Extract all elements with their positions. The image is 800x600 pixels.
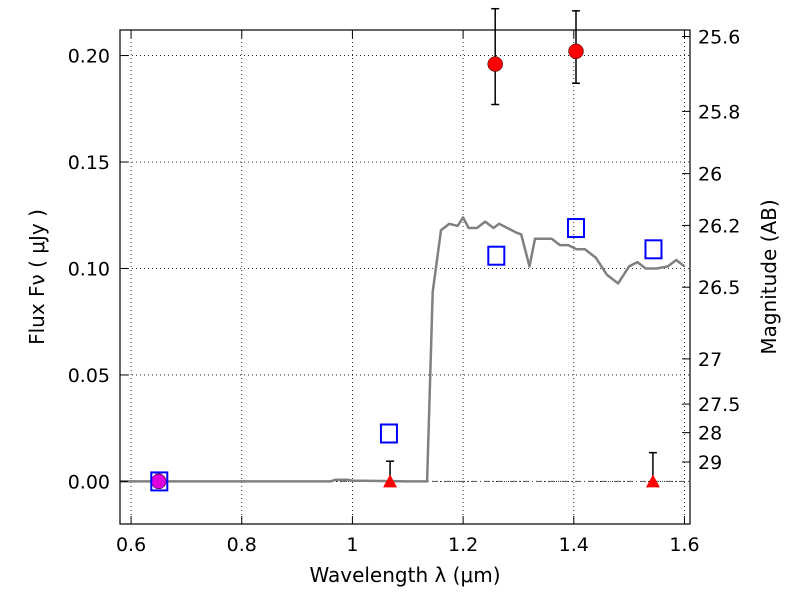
upper-limit-triangle: [645, 474, 660, 488]
plot-frame: [119, 29, 691, 525]
model-photometry-square: [567, 218, 585, 239]
data-layer: [120, 7, 686, 492]
x-tick-label: 0.8: [227, 534, 257, 556]
y2-tick-label: 29: [698, 452, 722, 474]
x-tick-label: 0.6: [116, 534, 146, 556]
y-axis-label: Flux Fν ( μJy ): [25, 209, 49, 345]
data-point-circle: [150, 473, 167, 490]
y2-tick-label: 26.2: [698, 215, 740, 237]
y2-tick-label: 25.8: [698, 101, 740, 123]
y-tick-label: 0.00: [68, 471, 110, 493]
y-tick-label: 0.15: [68, 152, 110, 174]
y2-tick-label: 25.6: [698, 27, 740, 49]
y2-tick-label: 28: [698, 423, 722, 445]
y2-tick-label: 26.5: [698, 277, 740, 299]
x-tick-label: 1.2: [448, 534, 478, 556]
model-photometry-square: [150, 471, 169, 492]
x-axis-label: Wavelength λ (μm): [309, 563, 500, 587]
y-tick-label: 0.05: [68, 365, 110, 387]
model-photometry-square: [644, 239, 663, 260]
y-tick-label: 0.10: [68, 258, 110, 280]
y2-tick-label: 26: [698, 164, 722, 186]
data-point-circle: [568, 43, 584, 60]
x-tick-label: 1.4: [559, 534, 589, 556]
data-point-circle: [487, 56, 503, 72]
model-photometry-square: [379, 423, 398, 444]
x-tick-label: 1: [346, 534, 358, 556]
tick-layer: 0.6 0.8 1 1.2 1.4 1.6 0.00 0.05 0.10 0.15 0.20 25.6…: [68, 27, 741, 556]
y2-tick-label: 27.5: [698, 394, 740, 416]
upper-limit-triangle: [383, 474, 398, 488]
model-photometry-square: [487, 245, 506, 266]
x-tick-label: 1.6: [669, 534, 699, 556]
model-spectrum-line: [120, 216, 686, 483]
y-tick-label: 0.20: [68, 46, 110, 68]
y2-axis-label: Magnitude (AB): [757, 199, 781, 354]
y2-tick-label: 27: [698, 349, 722, 371]
